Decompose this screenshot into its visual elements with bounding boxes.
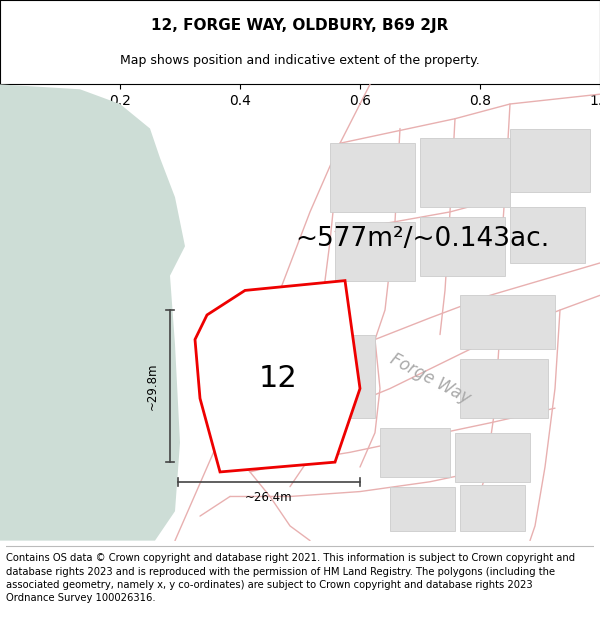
Text: ~26.4m: ~26.4m [245, 491, 293, 504]
Text: Forge Way: Forge Way [387, 350, 473, 408]
Text: 12, FORGE WAY, OLDBURY, B69 2JR: 12, FORGE WAY, OLDBURY, B69 2JR [151, 18, 449, 32]
Text: ~577m²/~0.143ac.: ~577m²/~0.143ac. [295, 226, 549, 253]
Text: 12: 12 [259, 364, 298, 392]
Bar [460, 485, 525, 531]
Text: Contains OS data © Crown copyright and database right 2021. This information is : Contains OS data © Crown copyright and d… [6, 553, 575, 603]
Bar [330, 143, 415, 212]
Text: ~29.8m: ~29.8m [146, 362, 158, 410]
Polygon shape [195, 281, 360, 472]
Bar [390, 487, 455, 531]
Bar [335, 222, 415, 281]
Bar [420, 138, 510, 207]
Bar [510, 207, 585, 263]
Bar [310, 334, 375, 418]
Polygon shape [0, 84, 185, 541]
Bar [380, 428, 450, 477]
Bar [460, 296, 555, 349]
Bar [455, 432, 530, 482]
Text: Map shows position and indicative extent of the property.: Map shows position and indicative extent… [120, 54, 480, 68]
Bar [460, 359, 548, 418]
Bar [420, 217, 505, 276]
Bar [510, 129, 590, 192]
